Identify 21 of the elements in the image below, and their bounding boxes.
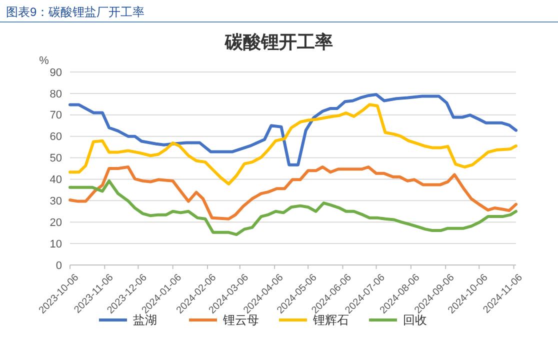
line-series: [68, 166, 518, 220]
y-tick-label: 10: [50, 238, 62, 250]
y-tick-label: 80: [50, 88, 62, 100]
legend-label: 回收: [403, 313, 427, 328]
legend-label: 锂辉石: [312, 313, 349, 328]
y-tick-label: 90: [50, 66, 62, 79]
y-tick-label: 70: [50, 110, 62, 122]
y-tick-label: 0: [56, 260, 62, 272]
y-tick-label: 50: [50, 152, 62, 165]
line-series: [68, 103, 518, 186]
y-tick-label: 60: [50, 131, 62, 144]
y-tick-label: 30: [50, 196, 62, 208]
legend-label: 盐湖: [133, 313, 157, 328]
chart-title: 图表9：碳酸锂盐厂开工率: [6, 5, 145, 19]
y-tick-label: 40: [50, 174, 62, 186]
line-series: [68, 179, 518, 236]
line-series: [68, 93, 518, 166]
y-tick-label: 20: [50, 216, 62, 229]
y-axis-title: %: [39, 55, 50, 67]
legend-label: 锂云母: [222, 313, 259, 328]
chart-subtitle: 碳酸锂开工率: [224, 32, 333, 52]
